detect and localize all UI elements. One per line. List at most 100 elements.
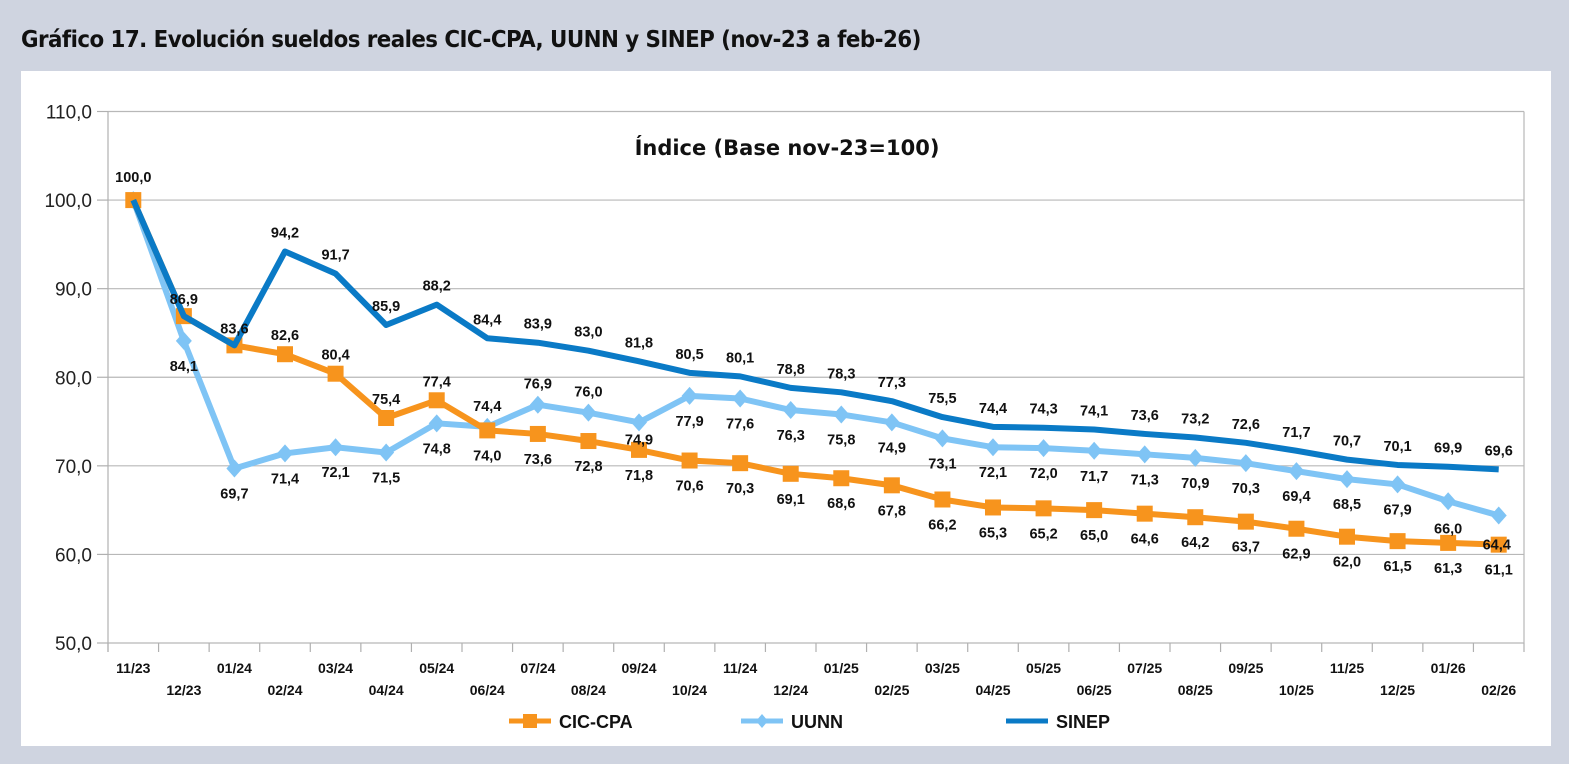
data-label-uunn: 77,9 — [675, 414, 703, 430]
data-label-uunn: 71,7 — [1080, 469, 1108, 485]
data-label-uunn: 74,9 — [625, 432, 653, 448]
series-line-uunn — [130, 199, 1500, 519]
x-tick-label: 08/25 — [1178, 682, 1213, 698]
legend-item-cic-cpa: CIC-CPA — [509, 712, 633, 732]
data-label-cic-cpa: 68,6 — [827, 496, 855, 512]
data-label-sinep: 74,4 — [979, 401, 1007, 417]
marker-uunn — [1490, 506, 1507, 525]
marker-uunn — [226, 459, 243, 478]
x-tick-label: 09/24 — [621, 660, 656, 676]
marker-cic-cpa — [1086, 502, 1103, 519]
x-tick-label: 07/25 — [1127, 660, 1162, 676]
data-label-cic-cpa: 70,6 — [675, 479, 703, 495]
data-label-sinep: 69,6 — [1485, 443, 1513, 459]
data-label-uunn: 69,7 — [220, 486, 248, 502]
marker-cic-cpa — [428, 392, 445, 409]
marker-cic-cpa — [732, 455, 749, 472]
marker-uunn — [782, 401, 799, 420]
data-label-sinep: 80,1 — [726, 350, 754, 366]
x-tick-label: 05/24 — [419, 660, 454, 676]
data-label-uunn: 74,9 — [878, 440, 906, 456]
marker-cic-cpa — [277, 346, 293, 363]
data-label-sinep: 88,2 — [423, 279, 451, 295]
marker-cic-cpa — [1237, 513, 1254, 530]
data-label-uunn: 74,8 — [423, 441, 451, 457]
data-label-sinep: 91,7 — [321, 248, 349, 264]
data-label-cic-cpa: 71,8 — [625, 468, 653, 484]
data-label-uunn: 77,6 — [726, 417, 754, 433]
x-tick-label: 11/23 — [116, 660, 150, 676]
data-label-cic-cpa: 61,1 — [1485, 563, 1513, 579]
marker-uunn — [277, 444, 293, 463]
marker-cic-cpa — [580, 433, 597, 450]
x-tick-label: 01/24 — [217, 660, 252, 676]
marker-cic-cpa — [1187, 509, 1204, 526]
x-tick-label: 06/24 — [470, 682, 505, 698]
data-label-uunn: 84,1 — [170, 359, 198, 375]
marker-uunn — [1086, 441, 1103, 460]
marker-uunn — [631, 413, 647, 432]
data-label-sinep: 74,3 — [1029, 402, 1057, 418]
data-label-uunn: 67,9 — [1383, 502, 1411, 518]
x-tick-label: 10/25 — [1279, 682, 1314, 698]
data-label-cic-cpa: 62,0 — [1333, 555, 1361, 571]
data-label-cic-cpa: 64,6 — [1131, 532, 1159, 548]
marker-uunn — [1035, 439, 1052, 458]
y-tick-label: 80,0 — [55, 368, 92, 389]
data-label-sinep: 71,7 — [1282, 425, 1310, 441]
legend-item-uunn: UUNN — [741, 712, 843, 732]
legend-label: SINEP — [1056, 712, 1110, 732]
chart-subtitle: Índice (Base nov-23=100) — [635, 135, 940, 160]
data-label-uunn: 73,1 — [928, 456, 956, 472]
data-label-sinep: 70,1 — [1383, 439, 1411, 455]
data-label-uunn: 70,9 — [1181, 476, 1209, 492]
data-label-cic-cpa: 74,0 — [473, 448, 501, 464]
data-label-sinep: 80,5 — [675, 347, 703, 363]
data-label-uunn: 75,8 — [827, 432, 855, 448]
x-tick-label: 03/25 — [925, 660, 960, 676]
data-label-sinep: 73,2 — [1181, 411, 1209, 427]
marker-cic-cpa — [378, 409, 395, 426]
series-line-sinep — [130, 198, 1499, 473]
marker-uunn — [833, 405, 850, 424]
marker-cic-cpa — [1035, 500, 1052, 517]
data-label-uunn: 74,4 — [473, 399, 501, 415]
data-label-uunn: 72,1 — [321, 465, 349, 481]
data-label-uunn: 70,3 — [1232, 481, 1260, 497]
line-chart: 50,0 60,0 70,0 80,0 90,0 100,0 110,0 11/23 12/23… — [44, 103, 1525, 732]
x-tick-label: 12/24 — [773, 682, 808, 698]
data-label-cic-cpa: 63,7 — [1232, 540, 1260, 556]
x-tick-label: 02/26 — [1481, 682, 1516, 698]
data-label-uunn: 76,3 — [777, 428, 805, 444]
marker-cic-cpa — [782, 465, 799, 482]
data-label-uunn: 66,0 — [1434, 521, 1462, 537]
data-label-uunn: 68,5 — [1333, 497, 1361, 513]
data-label-sinep: 78,8 — [777, 362, 805, 378]
data-label-cic-cpa: 61,5 — [1383, 559, 1411, 575]
data-label-cic-cpa: 80,4 — [321, 348, 349, 364]
marker-cic-cpa — [1440, 534, 1457, 551]
data-label-sinep: 78,3 — [827, 366, 855, 382]
series-line-cic-cpa — [130, 198, 1499, 548]
data-label-cic-cpa: 72,8 — [574, 459, 602, 475]
marker-uunn — [732, 389, 749, 408]
marker-cic-cpa — [833, 470, 850, 487]
data-label-sinep: 69,9 — [1434, 441, 1462, 457]
data-label-cic-cpa: 66,2 — [928, 517, 956, 533]
figure-title: Gráfico 17. Evolución sueldos reales CIC… — [21, 27, 921, 53]
data-label-uunn: 69,4 — [1282, 489, 1310, 505]
data-label-uunn: 72,1 — [979, 465, 1007, 481]
x-tick-label: 03/24 — [318, 660, 353, 676]
x-tick-label: 12/23 — [166, 682, 201, 698]
data-label-cic-cpa: 100,0 — [115, 170, 151, 186]
chart-panel: 50,0 60,0 70,0 80,0 90,0 100,0 110,0 11/23 12/23… — [21, 71, 1551, 746]
x-tick-label: 11/24 — [723, 660, 757, 676]
y-tick-label: 110,0 — [46, 103, 92, 124]
data-label-cic-cpa: 77,4 — [423, 374, 451, 390]
x-tick-label: 02/25 — [874, 682, 909, 698]
data-label-uunn: 71,4 — [271, 471, 299, 487]
data-label-cic-cpa: 65,0 — [1080, 528, 1108, 544]
marker-cic-cpa — [1490, 536, 1507, 553]
data-label-cic-cpa: 82,6 — [271, 328, 299, 344]
legend-diamond-marker-icon — [756, 714, 768, 728]
